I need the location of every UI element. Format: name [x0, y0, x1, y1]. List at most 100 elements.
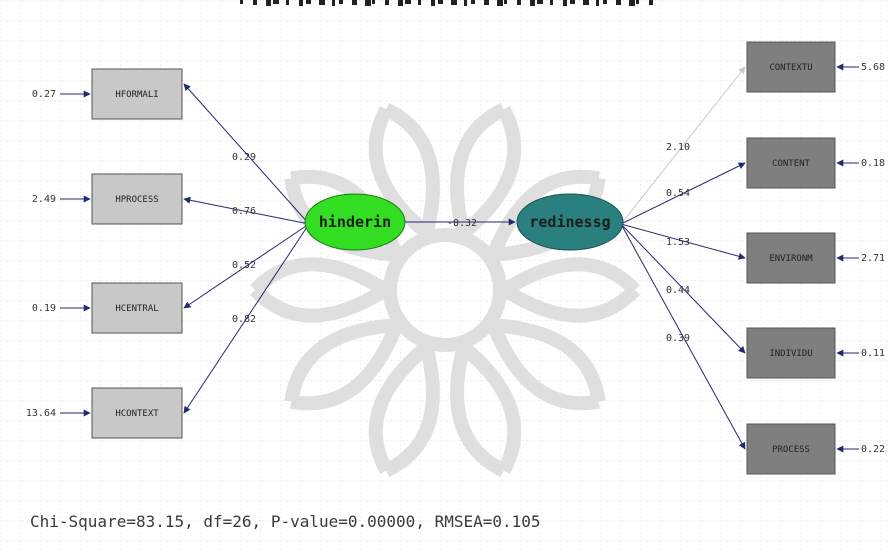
loading-value: 0.29 — [232, 152, 256, 163]
header-text-fragment — [636, 0, 639, 4]
indicator-label: ENVIRONM — [769, 254, 813, 264]
loading-value: 0.54 — [666, 188, 690, 199]
header-text-fragment — [451, 0, 457, 5]
header-text-fragment — [405, 0, 411, 4]
error-value: 2.71 — [861, 253, 885, 264]
latent-readiness-label: redinessg — [529, 213, 610, 231]
indicator-label: CONTENT — [772, 159, 811, 169]
indicator-label: PROCESS — [772, 445, 810, 455]
error-value: 2.49 — [32, 194, 56, 205]
header-text-fragment — [464, 0, 467, 6]
watermark-logo — [249, 102, 641, 478]
header-text-fragment — [339, 0, 343, 4]
indicator-box — [746, 41, 836, 93]
error-value: 0.11 — [861, 348, 885, 359]
indicator-box — [91, 68, 183, 120]
header-text-fragment — [431, 0, 435, 6]
loading-path — [620, 66, 746, 225]
loading-value: 1.53 — [666, 237, 690, 248]
paths-layer — [60, 63, 859, 453]
indicator-box — [746, 137, 836, 189]
watermark-petal — [368, 105, 431, 239]
loading-path — [620, 223, 746, 354]
watermark-petal — [487, 169, 600, 258]
header-text-fragment — [616, 0, 621, 5]
indicator-label: HPROCESS — [115, 195, 158, 205]
indicator-box — [91, 282, 183, 334]
header-text-fragment — [306, 0, 311, 4]
loading-path — [183, 83, 310, 225]
error-value: 0.18 — [861, 158, 885, 169]
header-text-fragment — [596, 0, 599, 6]
header-text-fragment — [418, 0, 421, 5]
header-text-fragment — [629, 0, 635, 6]
error-value: 0.22 — [861, 444, 885, 455]
loading-path — [183, 223, 310, 414]
header-text-fragment — [537, 0, 543, 4]
cropped-header-text — [240, 0, 653, 6]
loading-path — [620, 223, 746, 260]
watermark-petal — [450, 345, 507, 478]
header-text-fragment — [266, 0, 271, 6]
indicator-box — [746, 327, 836, 379]
header-text-fragment — [352, 0, 357, 5]
loading-path — [620, 162, 746, 225]
error-value: 5.68 — [861, 62, 885, 73]
loading-value: 0.82 — [232, 314, 256, 325]
header-text-fragment — [517, 0, 521, 5]
indicator-box — [91, 387, 183, 439]
error-value: 0.19 — [32, 303, 56, 314]
header-text-fragment — [299, 0, 303, 6]
header-text-fragment — [583, 0, 589, 5]
header-text-fragment — [398, 0, 403, 6]
structural-coefficient: -0.32 — [447, 218, 477, 229]
header-text-fragment — [471, 0, 475, 4]
watermark-petal — [383, 345, 440, 478]
latent-hindering — [304, 193, 406, 251]
watermark-petal — [284, 318, 397, 403]
loading-value: 0.76 — [232, 206, 256, 217]
error-value: 0.27 — [32, 89, 56, 100]
labels-layer: 0.29 0.27 0.76 2.49 0.52 0.19 0.82 13.64 2.10 5.6… — [26, 62, 885, 455]
loading-path — [183, 223, 310, 309]
indicator-label: CONTEXTU — [769, 63, 812, 73]
watermark-petal — [459, 341, 522, 475]
error-value: 13.64 — [26, 408, 56, 419]
latent-hindering-label: hinderin — [319, 213, 391, 231]
watermark-petal — [290, 322, 403, 411]
watermark-petal — [383, 102, 440, 235]
header-text-fragment — [570, 0, 575, 4]
latent-readiness — [516, 193, 624, 251]
loading-path — [620, 223, 746, 450]
watermark-petal — [493, 318, 606, 403]
header-text-fragment — [484, 0, 489, 5]
indicator-label: INDIVIDU — [769, 349, 812, 359]
indicator-box — [91, 173, 183, 225]
header-text-fragment — [603, 0, 607, 4]
loading-value: 0.44 — [666, 285, 690, 296]
header-text-fragment — [385, 0, 389, 5]
watermark-petal — [459, 105, 522, 239]
watermark-ring — [383, 228, 507, 352]
header-text-fragment — [504, 0, 507, 4]
loading-value: 2.10 — [666, 142, 690, 153]
header-text-fragment — [497, 0, 503, 6]
header-text-fragment — [530, 0, 535, 6]
loading-path — [183, 196, 310, 225]
watermark-petal — [368, 341, 431, 475]
header-text-fragment — [438, 0, 443, 4]
indicator-label: HCENTRAL — [115, 304, 158, 314]
header-text-fragment — [273, 0, 279, 4]
header-text-fragment — [372, 0, 375, 4]
indicator-label: HFORMALI — [115, 90, 158, 100]
loading-value: 0.52 — [232, 260, 256, 271]
header-text-fragment — [365, 0, 371, 6]
header-text-fragment — [319, 0, 325, 5]
loading-value: 0.39 — [666, 333, 690, 344]
header-text-fragment — [286, 0, 289, 5]
header-text-fragment — [563, 0, 567, 6]
header-text-fragment — [253, 0, 257, 5]
indicator-label: HCONTEXT — [115, 409, 159, 419]
watermark-petal — [249, 284, 389, 323]
